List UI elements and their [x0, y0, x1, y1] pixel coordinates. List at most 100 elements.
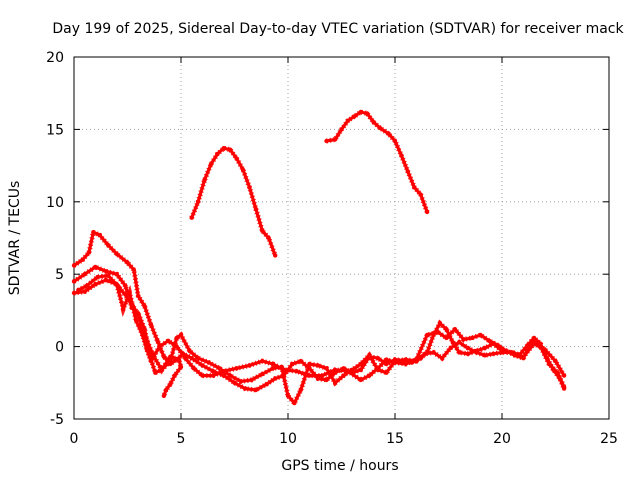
data-point: [187, 348, 192, 354]
data-point: [465, 345, 470, 351]
data-point: [106, 243, 111, 248]
data-point: [273, 253, 278, 258]
data-point: [315, 363, 321, 368]
data-point: [487, 338, 492, 343]
data-point: [174, 335, 179, 341]
data-point: [294, 369, 299, 374]
data-point: [221, 146, 226, 151]
data-point: [403, 361, 408, 367]
data-point: [80, 257, 85, 262]
data-point: [228, 373, 233, 378]
x-tick-label: 10: [279, 431, 297, 447]
data-point: [157, 344, 162, 349]
data-point: [76, 287, 81, 293]
data-point: [444, 335, 449, 341]
data-point: [116, 285, 122, 290]
x-axis-tick-labels: 0 5 10 15 20 25: [70, 431, 618, 447]
data-point: [521, 356, 526, 361]
data-point: [206, 360, 211, 365]
chart-title: Day 199 of 2025, Sidereal Day-to-day VTE…: [52, 21, 624, 37]
data-point: [195, 356, 201, 361]
data-point: [240, 167, 246, 173]
data-point: [367, 353, 372, 358]
data-point: [465, 351, 470, 356]
data-point: [405, 169, 410, 174]
series-track-4: [76, 272, 184, 398]
data-point: [324, 138, 329, 144]
data-point: [332, 137, 338, 142]
axis-ticks: [73, 56, 610, 420]
data-point: [114, 251, 120, 257]
data-point: [444, 327, 449, 332]
data-point: [529, 338, 535, 343]
data-point: [71, 263, 77, 268]
data-point: [332, 380, 338, 385]
series-marker-band: [72, 228, 285, 393]
data-point: [91, 230, 96, 235]
data-point: [95, 274, 100, 280]
data-point: [358, 109, 363, 115]
data-point: [392, 138, 398, 144]
data-point: [298, 387, 303, 393]
data-point: [131, 267, 137, 273]
data-point: [228, 147, 233, 152]
data-point: [431, 350, 436, 355]
data-point: [166, 338, 171, 343]
data-point: [97, 232, 102, 238]
data-point: [148, 322, 154, 328]
data-point: [189, 356, 194, 361]
data-point: [172, 373, 177, 378]
data-point: [377, 125, 383, 131]
plot-frame: [73, 56, 610, 420]
data-point: [151, 353, 156, 358]
data-point: [249, 377, 254, 383]
data-point: [482, 345, 488, 351]
series-track-6: [324, 109, 430, 215]
data-point: [238, 379, 244, 384]
data-point: [561, 384, 567, 390]
data-point: [221, 369, 226, 374]
data-point: [538, 344, 543, 349]
data-point: [161, 354, 167, 359]
data-point: [191, 366, 196, 371]
data-point: [136, 312, 141, 317]
data-point: [121, 306, 126, 312]
data-point: [168, 354, 173, 359]
data-point: [437, 321, 443, 326]
data-point: [247, 363, 252, 368]
data-point: [448, 345, 453, 351]
data-point: [234, 156, 239, 161]
series-marker-band: [189, 145, 278, 257]
data-point: [469, 335, 475, 341]
data-point: [82, 289, 87, 294]
data-point: [414, 357, 419, 362]
x-tick-label: 5: [177, 431, 186, 447]
data-point: [106, 273, 111, 278]
data-point: [208, 162, 214, 167]
data-point: [375, 356, 381, 361]
data-point: [504, 348, 509, 354]
series-line: [324, 110, 429, 214]
data-point: [142, 332, 147, 338]
y-tick-label: 10: [46, 195, 64, 211]
data-point: [290, 361, 295, 367]
data-point: [232, 380, 237, 385]
data-point: [183, 356, 188, 361]
data-point: [320, 373, 325, 378]
data-point: [127, 298, 132, 303]
data-point: [324, 366, 329, 371]
data-point: [178, 364, 184, 370]
data-point: [392, 360, 398, 365]
data-point: [103, 277, 109, 283]
data-point: [422, 351, 428, 356]
grid: [74, 57, 609, 419]
data-point: [435, 329, 440, 335]
data-point: [125, 260, 130, 265]
data-point: [555, 370, 560, 375]
data-point: [332, 367, 338, 372]
x-tick-label: 15: [386, 431, 404, 447]
data-point: [424, 332, 430, 338]
data-point: [341, 373, 346, 378]
data-point: [178, 332, 184, 338]
data-point: [266, 235, 271, 241]
